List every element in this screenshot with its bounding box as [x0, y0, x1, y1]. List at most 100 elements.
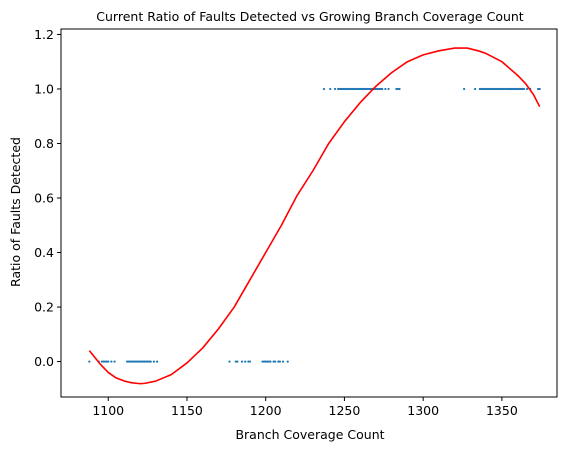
data-point: [236, 360, 239, 363]
data-point: [248, 360, 252, 363]
x-tick-label: 1250: [329, 403, 361, 418]
data-point: [395, 87, 398, 91]
ticks: 1100 1150 1200 1250 1300 1350 0.0 0.2 0.4 0.6 0.8 1…: [34, 27, 518, 418]
data-point: [138, 360, 141, 363]
chart-title: Current Ratio of Faults Detected vs Grow…: [96, 9, 524, 24]
x-axis-label: Branch Coverage Count: [235, 427, 384, 442]
x-tick-label: 1350: [486, 403, 518, 418]
data-point: [384, 87, 387, 91]
data-point: [149, 360, 152, 363]
data-point: [266, 360, 269, 363]
data-point: [281, 360, 285, 363]
data-point: [537, 87, 540, 91]
data-point: [502, 87, 505, 91]
data-point: [107, 360, 110, 363]
data-point: [152, 360, 156, 363]
data-point: [362, 87, 365, 91]
y-axis-label: Ratio of Faults Detected: [8, 137, 23, 287]
data-point: [491, 87, 494, 91]
data-point: [272, 360, 275, 363]
data-point: [341, 87, 344, 91]
data-point: [88, 360, 91, 363]
data-point: [538, 87, 541, 91]
data-point: [127, 360, 130, 363]
data-point: [244, 360, 247, 363]
data-point: [337, 87, 340, 91]
data-point: [333, 87, 337, 91]
data-point: [234, 360, 237, 363]
x-tick-label: 1150: [171, 403, 203, 418]
data-point: [483, 87, 486, 91]
data-point: [474, 87, 477, 91]
data-point: [143, 360, 146, 363]
data-point: [155, 360, 159, 363]
data-point: [518, 87, 521, 91]
data-point: [521, 87, 524, 91]
data-point: [140, 360, 143, 363]
data-point: [132, 360, 135, 363]
data-point: [365, 87, 368, 91]
data-point: [376, 87, 379, 91]
y-tick-label: 1.0: [34, 81, 54, 96]
data-point: [359, 87, 362, 91]
data-point: [492, 87, 496, 91]
data-point: [500, 87, 503, 91]
data-point: [486, 87, 489, 91]
data-point: [398, 87, 401, 91]
data-point: [352, 87, 355, 91]
data-point: [480, 87, 483, 91]
data-point: [488, 87, 491, 91]
data-point: [267, 360, 270, 363]
data-point: [100, 360, 104, 363]
data-point: [247, 360, 250, 363]
data-point: [387, 87, 390, 91]
data-point: [381, 87, 384, 91]
data-point: [274, 360, 277, 363]
x-tick-label: 1300: [407, 403, 439, 418]
data-point: [481, 87, 485, 91]
data-point: [379, 87, 382, 91]
data-point: [228, 360, 231, 363]
data-point: [264, 360, 267, 363]
data-point: [129, 360, 132, 363]
data-point: [277, 360, 280, 363]
data-point: [348, 87, 351, 91]
data-point: [522, 87, 526, 91]
data-point: [513, 87, 516, 91]
data-point: [269, 360, 272, 363]
data-point: [103, 360, 107, 363]
data-point: [507, 87, 510, 91]
data-point: [503, 87, 507, 91]
data-point: [355, 87, 359, 91]
data-point: [360, 87, 363, 91]
data-point: [263, 360, 266, 363]
data-point: [346, 87, 349, 91]
data-point: [516, 87, 519, 91]
y-tick-label: 0.6: [34, 191, 54, 206]
data-point: [496, 87, 499, 91]
data-point: [510, 87, 513, 91]
data-point: [240, 360, 244, 363]
data-point: [329, 87, 332, 91]
data-point: [261, 360, 264, 363]
data-point: [499, 87, 502, 91]
data-point: [102, 360, 105, 363]
data-point: [511, 87, 515, 91]
x-tick-label: 1200: [250, 403, 282, 418]
data-point: [126, 360, 129, 363]
y-tick-label: 0.8: [34, 136, 54, 151]
data-point: [141, 360, 144, 363]
y-tick-label: 0.4: [34, 245, 54, 260]
data-point: [344, 87, 348, 91]
data-point: [349, 87, 352, 91]
data-point: [133, 360, 137, 363]
data-point: [110, 360, 113, 363]
data-point: [113, 360, 116, 363]
y-tick-label: 0.0: [34, 354, 54, 369]
fit-curve: [88, 47, 541, 385]
data-point: [135, 360, 138, 363]
data-point: [278, 360, 281, 363]
data-point: [514, 87, 518, 91]
data-point: [396, 87, 400, 91]
